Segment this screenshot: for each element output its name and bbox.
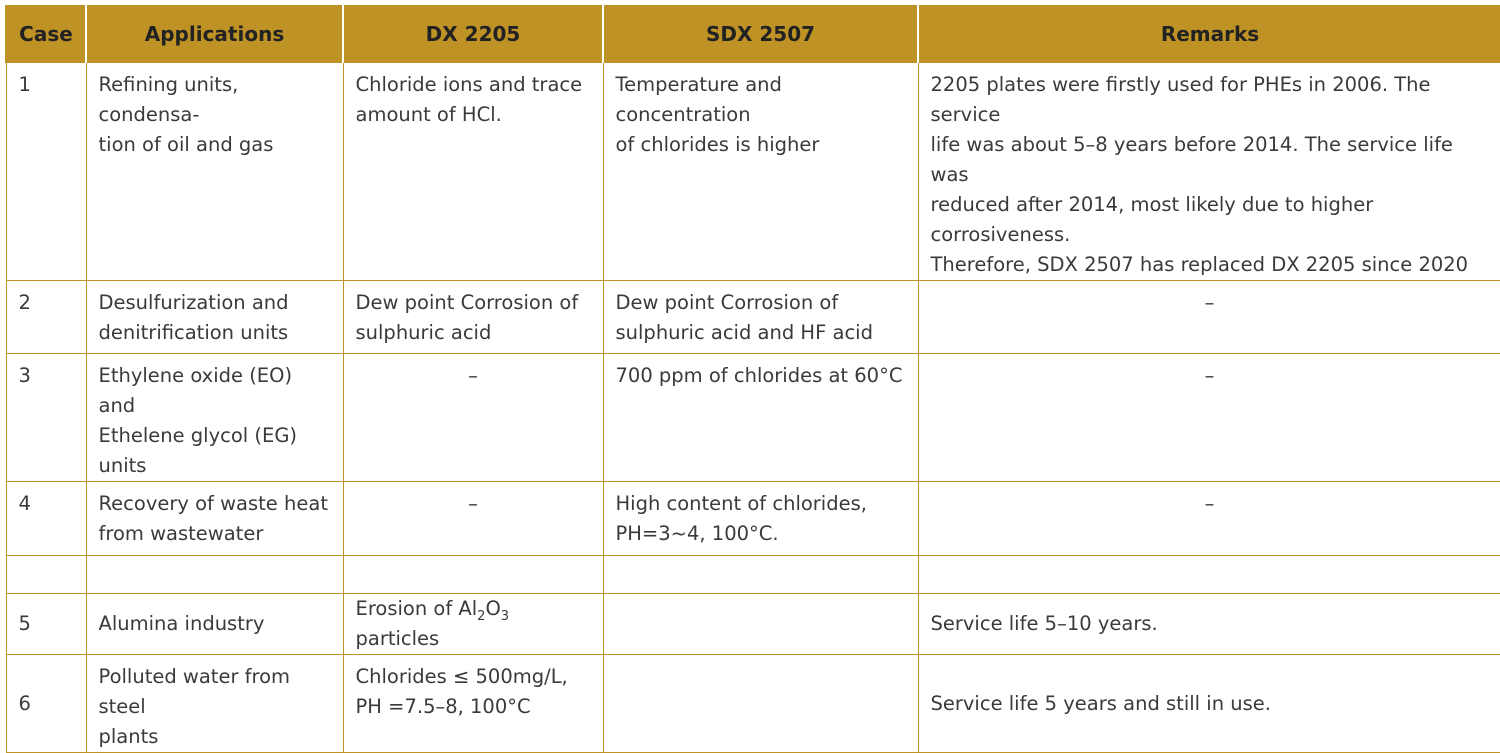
cell-line: 2205 plates were firstly used for PHEs i…	[930, 73, 1431, 126]
applications-cell: Polluted water from steel plants	[85, 654, 344, 753]
header-dx2205: DX 2205	[342, 5, 603, 63]
cell-line: PH=3~4, 100°C.	[615, 522, 779, 545]
remarks-cell: –	[917, 353, 1500, 482]
remarks-cell: –	[917, 280, 1500, 354]
subscript: 3	[500, 608, 510, 624]
cell-line: plants	[98, 725, 159, 748]
case-cell: 3	[5, 353, 87, 482]
applications-cell: Recovery of waste heat from wastewater	[85, 481, 344, 556]
case-cell: 5	[5, 593, 87, 655]
empty-cell	[342, 555, 604, 594]
cell-line: sulphuric acid and HF acid	[615, 321, 873, 344]
sdx2507-cell	[602, 654, 919, 753]
dx2205-cell: Erosion of Al2O3 particles	[342, 593, 604, 655]
cell-line: denitrification units	[98, 321, 289, 344]
table-row: 5 Alumina industry Erosion of Al2O3 part…	[5, 593, 1500, 655]
case-cell: 1	[5, 62, 87, 281]
cell-line: Therefore, SDX 2507 has replaced DX 2205…	[930, 253, 1469, 276]
remarks-cell: –	[917, 481, 1500, 556]
empty-cell	[917, 555, 1500, 594]
cell-line: Temperature and concentration	[615, 73, 782, 126]
dx2205-cell: Dew point Corrosion of sulphuric acid	[342, 280, 604, 354]
subscript: 2	[477, 608, 486, 624]
dx2205-cell: –	[342, 481, 604, 556]
dx2205-cell: Chlorides ≤ 500mg/L, PH =7.5–8, 100°C	[342, 654, 604, 753]
table-row: 1 Refining units, condensa- tion of oil …	[5, 62, 1500, 281]
empty-cell	[602, 555, 919, 594]
case-number: 5	[18, 612, 31, 635]
applications-cell: Refining units, condensa- tion of oil an…	[85, 62, 344, 281]
applications-cell: Alumina industry	[85, 593, 344, 655]
sdx2507-cell: High content of chlorides, PH=3~4, 100°C…	[602, 481, 919, 556]
header-case: Case	[5, 5, 86, 63]
formula-text: Erosion of Al	[355, 597, 478, 620]
cell-line: Dew point Corrosion of	[355, 291, 579, 314]
empty-cell	[85, 555, 344, 594]
sdx2507-cell	[602, 593, 919, 655]
case-number: 1	[18, 73, 31, 96]
dx2205-cell: Chloride ions and trace amount of HCl.	[342, 62, 604, 281]
case-number: 4	[18, 492, 31, 515]
case-cell: 2	[5, 280, 87, 354]
cell-line: reduced after 2014, most likely due to h…	[930, 193, 1374, 246]
cell-line: Refining units, condensa-	[98, 73, 239, 126]
cell-line: Recovery of waste heat	[98, 492, 328, 515]
header-row: Case Applications DX 2205 SDX 2507 Remar…	[5, 5, 1500, 63]
cell-line: High content of chlorides,	[615, 492, 867, 515]
case-cell: 4	[5, 481, 87, 556]
cell-line: PH =7.5–8, 100°C	[355, 695, 531, 718]
remarks-cell: Service life 5 years and still in use.	[917, 654, 1500, 753]
header-sdx2507: SDX 2507	[602, 5, 918, 63]
cell-line: of chlorides is higher	[615, 133, 820, 156]
page: Case Applications DX 2205 SDX 2507 Remar…	[5, 5, 1500, 753]
cell-line: Chloride ions and trace	[355, 73, 583, 96]
empty-cell	[5, 555, 87, 594]
table-row: 6 Polluted water from steel plants Chlor…	[5, 654, 1500, 753]
header-remarks: Remarks	[917, 5, 1500, 63]
cell-line: amount of HCl.	[355, 103, 502, 126]
cell-line: sulphuric acid	[355, 321, 492, 344]
empty-row	[5, 555, 1500, 594]
cell-line: from wastewater	[98, 522, 264, 545]
cell-line: Polluted water from steel	[98, 665, 291, 718]
cell-line: life was about 5–8 years before 2014. Th…	[930, 133, 1453, 186]
cell-line: Desulfurization and	[98, 291, 289, 314]
table-row: 4 Recovery of waste heat from wastewater…	[5, 481, 1500, 556]
application-table: Case Applications DX 2205 SDX 2507 Remar…	[5, 5, 1500, 753]
table-row: 2 Desulfurization and denitrification un…	[5, 280, 1500, 354]
cell-line: Chlorides ≤ 500mg/L,	[355, 665, 568, 688]
applications-cell: Ethylene oxide (EO) and Ethelene glycol …	[85, 353, 344, 482]
case-number: 6	[18, 691, 31, 715]
formula-text: particles	[355, 627, 440, 650]
header-applications: Applications	[85, 5, 343, 63]
sdx2507-cell: Dew point Corrosion of sulphuric acid an…	[602, 280, 919, 354]
cell-line: Ethelene glycol (EG) units	[98, 424, 298, 477]
remarks-cell: 2205 plates were firstly used for PHEs i…	[917, 62, 1500, 281]
remarks-cell: Service life 5–10 years.	[917, 593, 1500, 655]
sdx2507-cell: 700 ppm of chlorides at 60°C	[602, 353, 919, 482]
sdx2507-cell: Temperature and concentration of chlorid…	[602, 62, 919, 281]
dx2205-cell: –	[342, 353, 604, 482]
cell-line: Ethylene oxide (EO) and	[98, 364, 293, 417]
cell-line: tion of oil and gas	[98, 133, 274, 156]
formula-text: O	[485, 597, 501, 620]
case-number: 3	[18, 364, 31, 387]
case-number: 2	[18, 291, 31, 314]
case-cell: 6	[5, 654, 87, 753]
cell-line: Dew point Corrosion of	[615, 291, 839, 314]
applications-cell: Desulfurization and denitrification unit…	[85, 280, 344, 354]
table-row: 3 Ethylene oxide (EO) and Ethelene glyco…	[5, 353, 1500, 482]
